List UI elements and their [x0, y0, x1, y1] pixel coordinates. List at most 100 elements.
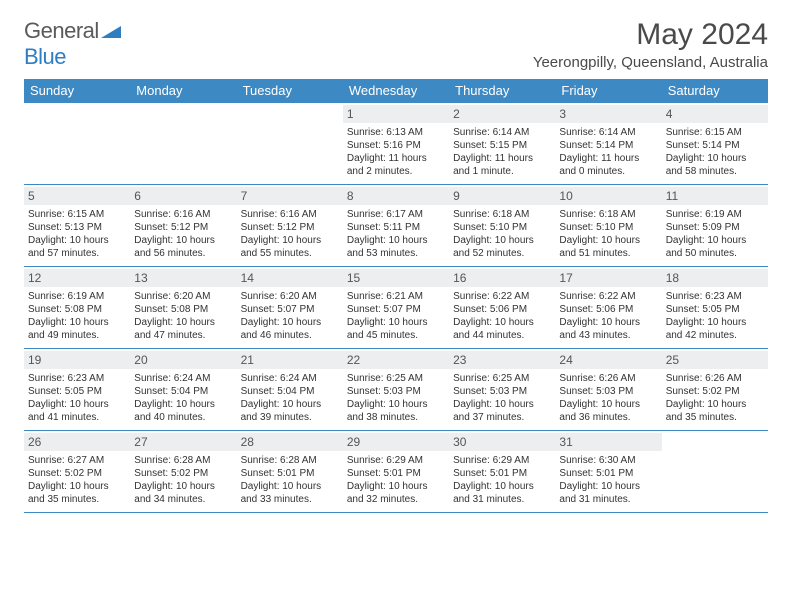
sunrise-text: Sunrise: 6:25 AM: [453, 372, 551, 385]
sunrise-text: Sunrise: 6:13 AM: [347, 126, 445, 139]
daylight-text: Daylight: 10 hours and 36 minutes.: [559, 398, 657, 424]
day-number: 27: [130, 433, 236, 451]
daylight-text: Daylight: 10 hours and 32 minutes.: [347, 480, 445, 506]
sunset-text: Sunset: 5:15 PM: [453, 139, 551, 152]
day-header-row: SundayMondayTuesdayWednesdayThursdayFrid…: [24, 79, 768, 103]
day-cell: 24 Sunrise: 6:26 AMSunset: 5:03 PMDayligh…: [555, 349, 661, 430]
daylight-text: Daylight: 10 hours and 39 minutes.: [241, 398, 339, 424]
week-row: 5 Sunrise: 6:15 AMSunset: 5:13 PM Daylight…: [24, 185, 768, 267]
daylight-text: Daylight: 10 hours and 53 minutes.: [347, 234, 445, 260]
sunrise-text: Sunrise: 6:15 AM: [28, 208, 126, 221]
sunrise-text: Sunrise: 6:15 AM: [666, 126, 764, 139]
daylight-text: Daylight: 10 hours and 38 minutes.: [347, 398, 445, 424]
sunrise-text: Sunrise: 6:24 AM: [134, 372, 232, 385]
sunrise-text: Sunrise: 6:14 AM: [559, 126, 657, 139]
sunrise-text: Sunrise: 6:23 AM: [28, 372, 126, 385]
day-number: 30: [449, 433, 555, 451]
day-cell: 15Sunrise: 6:21 AMSunset: 5:07 PMDayligh…: [343, 267, 449, 348]
sunset-text: Sunset: 5:14 PM: [666, 139, 764, 152]
day-number: 7: [237, 187, 343, 205]
sunrise-text: Sunrise: 6:14 AM: [453, 126, 551, 139]
day-number: 21: [237, 351, 343, 369]
day-cell: 1Sunrise: 6:13 AMSunset: 5:16 PMDaylight…: [343, 103, 449, 184]
day-cell: .: [130, 103, 236, 184]
day-number: 4: [662, 105, 768, 123]
sunrise-text: Sunrise: 6:16 AM: [134, 208, 232, 221]
sunrise-text: Sunrise: 6:26 AM: [559, 372, 657, 385]
day-cell: 7Sunrise: 6:16 AMSunset: 5:12 PMDaylight…: [237, 185, 343, 266]
sunset-text: Sunset: 5:14 PM: [559, 139, 657, 152]
brand-text-1: General: [24, 18, 99, 43]
day-number: 9: [449, 187, 555, 205]
day-number: 11: [662, 187, 768, 205]
sunset-text: Sunset: 5:11 PM: [347, 221, 445, 234]
day-cell: 20Sunrise: 6:24 AMSunset: 5:04 PMDayligh…: [130, 349, 236, 430]
day-cell: 13Sunrise: 6:20 AMSunset: 5:08 PMDayligh…: [130, 267, 236, 348]
sunset-text: Sunset: 5:08 PM: [134, 303, 232, 316]
sunset-text: Sunset: 5:07 PM: [347, 303, 445, 316]
day-cell: 23 Sunrise: 6:25 AMSunset: 5:03 PMDayligh…: [449, 349, 555, 430]
sunrise-text: Sunrise: 6:28 AM: [134, 454, 232, 467]
sunset-text: Sunset: 5:06 PM: [559, 303, 657, 316]
day-cell: 17Sunrise: 6:22 AMSunset: 5:06 PMDayligh…: [555, 267, 661, 348]
sunrise-text: Sunrise: 6:27 AM: [28, 454, 126, 467]
sunrise-text: Sunrise: 6:21 AM: [347, 290, 445, 303]
day-cell: .: [237, 103, 343, 184]
daylight-text: Daylight: 10 hours and 35 minutes.: [666, 398, 764, 424]
day-number: 28: [237, 433, 343, 451]
day-cell: .: [662, 431, 768, 512]
sunset-text: Sunset: 5:01 PM: [347, 467, 445, 480]
sunset-text: Sunset: 5:12 PM: [134, 221, 232, 234]
day-number: 25: [662, 351, 768, 369]
daylight-text: Daylight: 10 hours and 42 minutes.: [666, 316, 764, 342]
sunset-text: Sunset: 5:02 PM: [666, 385, 764, 398]
sunset-text: Sunset: 5:12 PM: [241, 221, 339, 234]
day-number: 17: [555, 269, 661, 287]
daylight-text: Daylight: 11 hours and 2 minutes.: [347, 152, 445, 178]
daylight-text: Daylight: 10 hours and 35 minutes.: [28, 480, 126, 506]
brand-triangle-icon: [101, 18, 121, 44]
daylight-text: Daylight: 10 hours and 51 minutes.: [559, 234, 657, 260]
sunset-text: Sunset: 5:10 PM: [559, 221, 657, 234]
day-number: 12: [24, 269, 130, 287]
day-number: 23: [449, 351, 555, 369]
sunset-text: Sunset: 5:13 PM: [28, 221, 126, 234]
sunrise-text: Sunrise: 6:20 AM: [134, 290, 232, 303]
sunset-text: Sunset: 5:03 PM: [559, 385, 657, 398]
daylight-text: Daylight: 10 hours and 31 minutes.: [559, 480, 657, 506]
sunrise-text: Sunrise: 6:19 AM: [666, 208, 764, 221]
daylight-text: Daylight: 10 hours and 40 minutes.: [134, 398, 232, 424]
day-header: Thursday: [449, 79, 555, 103]
day-number: 26: [24, 433, 130, 451]
sunrise-text: Sunrise: 6:30 AM: [559, 454, 657, 467]
day-cell: 18Sunrise: 6:23 AMSunset: 5:05 PMDayligh…: [662, 267, 768, 348]
sunrise-text: Sunrise: 6:26 AM: [666, 372, 764, 385]
sunset-text: Sunset: 5:03 PM: [453, 385, 551, 398]
day-cell: 21Sunrise: 6:24 AMSunset: 5:04 PMDayligh…: [237, 349, 343, 430]
day-cell: 11Sunrise: 6:19 AMSunset: 5:09 PMDayligh…: [662, 185, 768, 266]
sunrise-text: Sunrise: 6:18 AM: [559, 208, 657, 221]
daylight-text: Daylight: 10 hours and 37 minutes.: [453, 398, 551, 424]
day-cell: 19Sunrise: 6:23 AMSunset: 5:05 PMDayligh…: [24, 349, 130, 430]
sunrise-text: Sunrise: 6:28 AM: [241, 454, 339, 467]
sunrise-text: Sunrise: 6:18 AM: [453, 208, 551, 221]
daylight-text: Daylight: 10 hours and 41 minutes.: [28, 398, 126, 424]
day-number: 1: [343, 105, 449, 123]
day-number: 13: [130, 269, 236, 287]
day-number: 8: [343, 187, 449, 205]
day-header: Tuesday: [237, 79, 343, 103]
sunset-text: Sunset: 5:04 PM: [241, 385, 339, 398]
day-header: Saturday: [662, 79, 768, 103]
day-number: 24: [555, 351, 661, 369]
day-number: 31: [555, 433, 661, 451]
sunrise-text: Sunrise: 6:22 AM: [559, 290, 657, 303]
title-block: May 2024 Yeerongpilly, Queensland, Austr…: [533, 18, 768, 71]
brand-logo: GeneralBlue: [24, 18, 121, 70]
month-title: May 2024: [533, 18, 768, 52]
day-cell: 28Sunrise: 6:28 AMSunset: 5:01 PMDayligh…: [237, 431, 343, 512]
daylight-text: Daylight: 10 hours and 31 minutes.: [453, 480, 551, 506]
sunset-text: Sunset: 5:05 PM: [28, 385, 126, 398]
day-number: 5: [24, 187, 130, 205]
sunset-text: Sunset: 5:06 PM: [453, 303, 551, 316]
sunset-text: Sunset: 5:01 PM: [559, 467, 657, 480]
